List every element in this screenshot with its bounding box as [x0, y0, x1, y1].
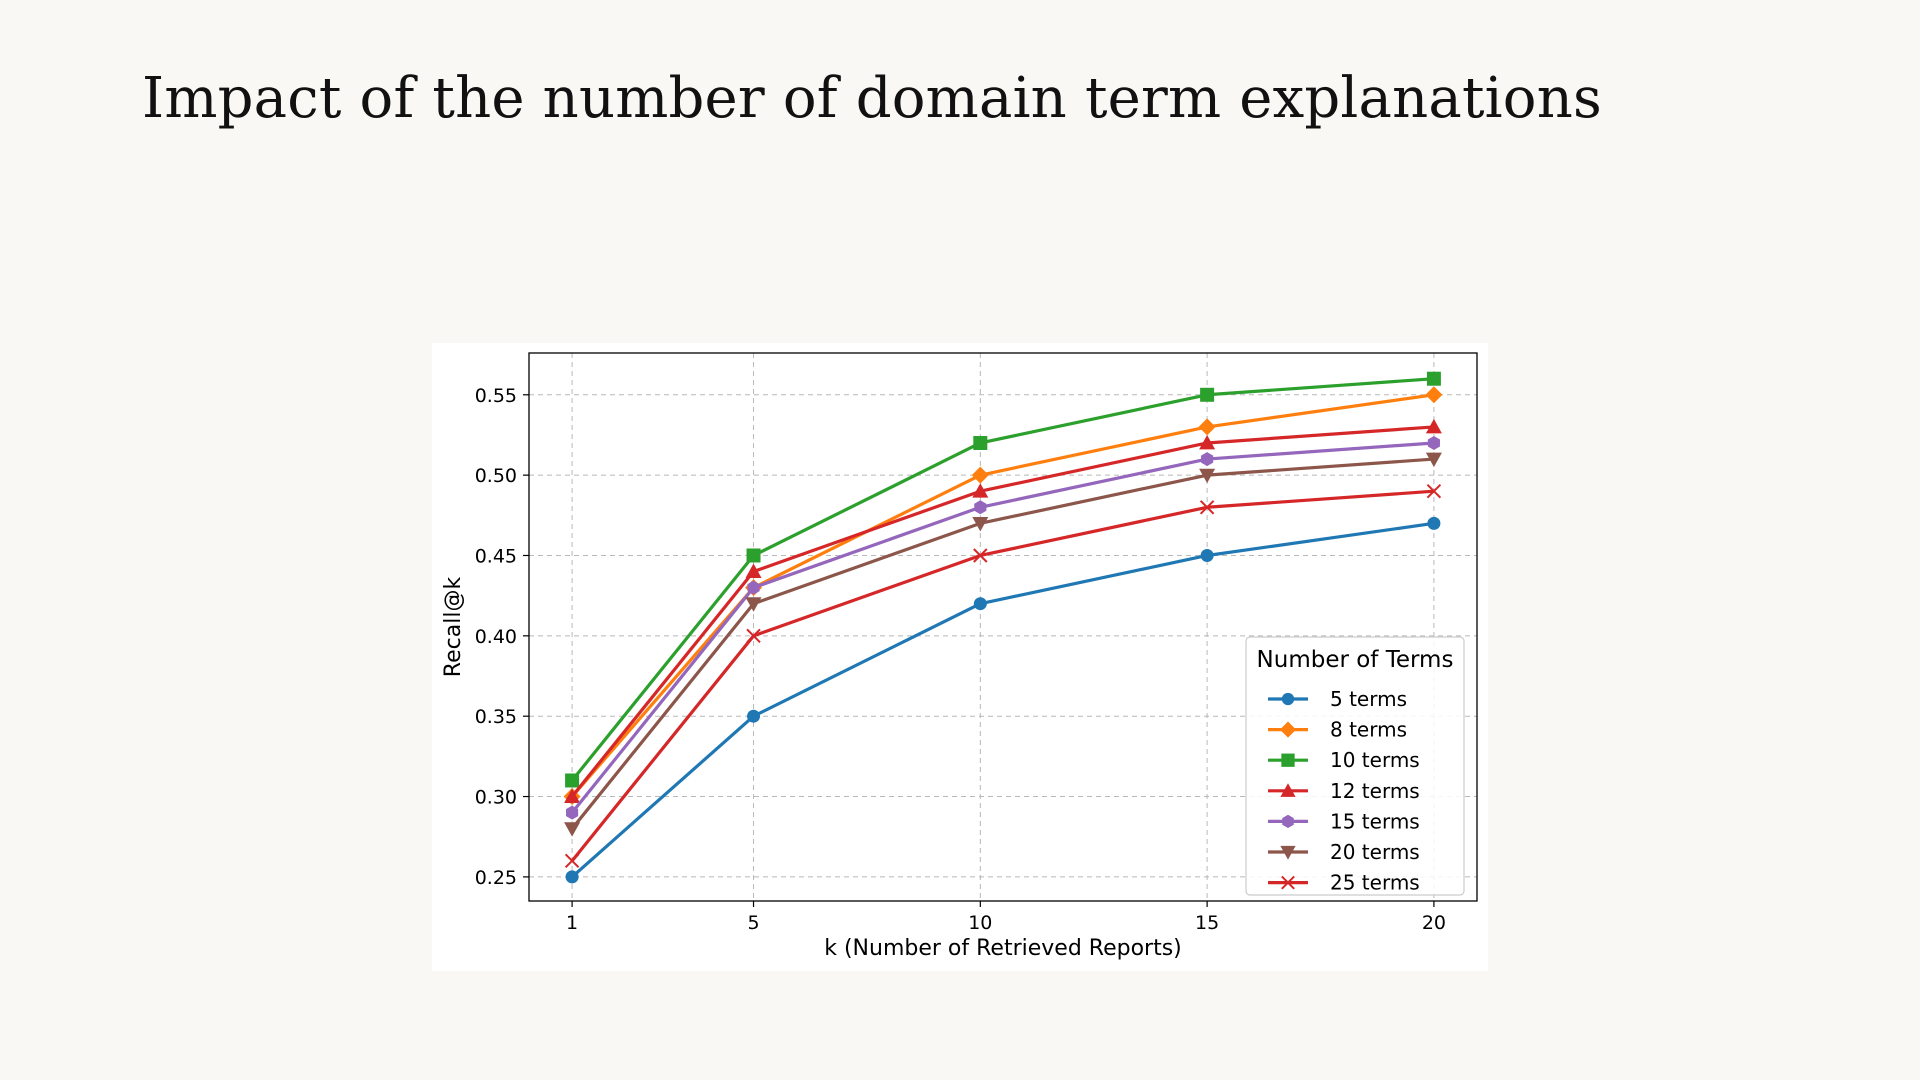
x-tick-label: 5 [747, 912, 759, 934]
data-point [1281, 753, 1295, 767]
legend-label: 25 terms [1330, 871, 1420, 895]
data-point [973, 597, 987, 611]
data-point [746, 628, 761, 644]
data-point [1426, 371, 1441, 386]
data-point [1427, 435, 1440, 450]
data-point [745, 597, 762, 612]
legend-label: 5 terms [1330, 687, 1407, 711]
legend-item: 25 terms [1268, 871, 1420, 895]
data-point [1280, 783, 1296, 797]
legend-label: 10 terms [1330, 748, 1420, 772]
line-chart: 1 5 10 15 200.250.300.350.400.450.500.55 k (… [441, 352, 1478, 961]
data-point [1199, 468, 1216, 484]
y-tick-label: 0.45 [475, 545, 517, 567]
series-25-terms [564, 483, 1442, 869]
data-point [1282, 814, 1294, 829]
x-tick-label: 1 [566, 912, 578, 934]
data-point [974, 500, 987, 515]
data-point [1281, 875, 1295, 890]
y-tick-label: 0.55 [475, 385, 517, 407]
data-point [1200, 387, 1215, 402]
series-lines [563, 371, 1443, 884]
series-5-terms [565, 516, 1441, 884]
data-point [1200, 548, 1214, 562]
x-tick-label: 20 [1422, 912, 1446, 934]
data-point [565, 773, 580, 788]
data-point [1427, 516, 1441, 530]
data-point [745, 563, 762, 578]
plot-frame [528, 352, 1478, 902]
data-point [973, 435, 988, 450]
legend-item: 15 terms [1268, 809, 1420, 833]
data-point [747, 709, 761, 723]
legend-title: Number of Terms [1257, 647, 1454, 673]
data-point [1198, 418, 1216, 436]
data-point [564, 822, 581, 837]
y-tick-label: 0.40 [475, 626, 517, 648]
series-12-terms [564, 418, 1442, 803]
series-15-terms [566, 435, 1440, 820]
data-point [565, 870, 579, 884]
data-point [1199, 500, 1215, 515]
series-20-terms [564, 452, 1442, 837]
data-point [566, 805, 579, 820]
chart-figure: 1 5 10 15 20 0.25 0.30 0.35 0.40 0.45 0.50 0.55 k (… [432, 343, 1488, 971]
slide-title: Impact of the number of domain term expl… [142, 66, 1602, 131]
x-tick-label: 15 [1195, 912, 1219, 934]
data-point [747, 580, 760, 595]
legend-item: 20 terms [1268, 840, 1420, 864]
legend-item: 5 terms [1268, 687, 1407, 711]
series-10-terms [565, 371, 1441, 788]
data-point [1425, 452, 1442, 468]
legend-label: 12 terms [1330, 779, 1420, 803]
data-point [1201, 452, 1214, 467]
data-point [746, 548, 761, 563]
data-point [1199, 434, 1216, 450]
data-point [1426, 483, 1442, 499]
data-point [973, 548, 988, 563]
data-point [1279, 721, 1297, 738]
legend-label: 8 terms [1330, 718, 1407, 742]
legend-label: 20 terms [1330, 840, 1420, 864]
legend-box [1245, 636, 1465, 896]
legend-label: 15 terms [1330, 809, 1420, 833]
axis-ticks: 1 5 10 15 200.250.300.350.400.450.500.55 [475, 385, 1446, 934]
data-point [564, 788, 581, 803]
data-point [972, 483, 989, 498]
y-axis-label: Recall@k [441, 577, 466, 678]
x-tick-label: 10 [968, 912, 992, 934]
legend: Number of Terms 5 terms 8 terms 10 terms 12… [1245, 636, 1465, 896]
data-point [564, 853, 580, 869]
legend-item: 12 terms [1268, 779, 1420, 803]
data-point [1425, 386, 1443, 404]
y-tick-label: 0.25 [475, 867, 517, 889]
x-axis-label: k (Number of Retrieved Reports) [824, 936, 1182, 961]
legend-items: 5 terms 8 terms 10 terms 12 terms 15 terms 20… [1268, 687, 1420, 895]
y-tick-label: 0.30 [475, 787, 517, 809]
y-tick-label: 0.35 [475, 706, 517, 728]
data-point [1280, 845, 1296, 860]
data-point [1281, 692, 1295, 706]
data-point [1425, 418, 1442, 434]
data-point [971, 466, 989, 484]
legend-item: 10 terms [1268, 748, 1420, 772]
legend-item: 8 terms [1268, 718, 1407, 742]
data-point [972, 516, 989, 532]
y-tick-label: 0.50 [475, 465, 517, 487]
